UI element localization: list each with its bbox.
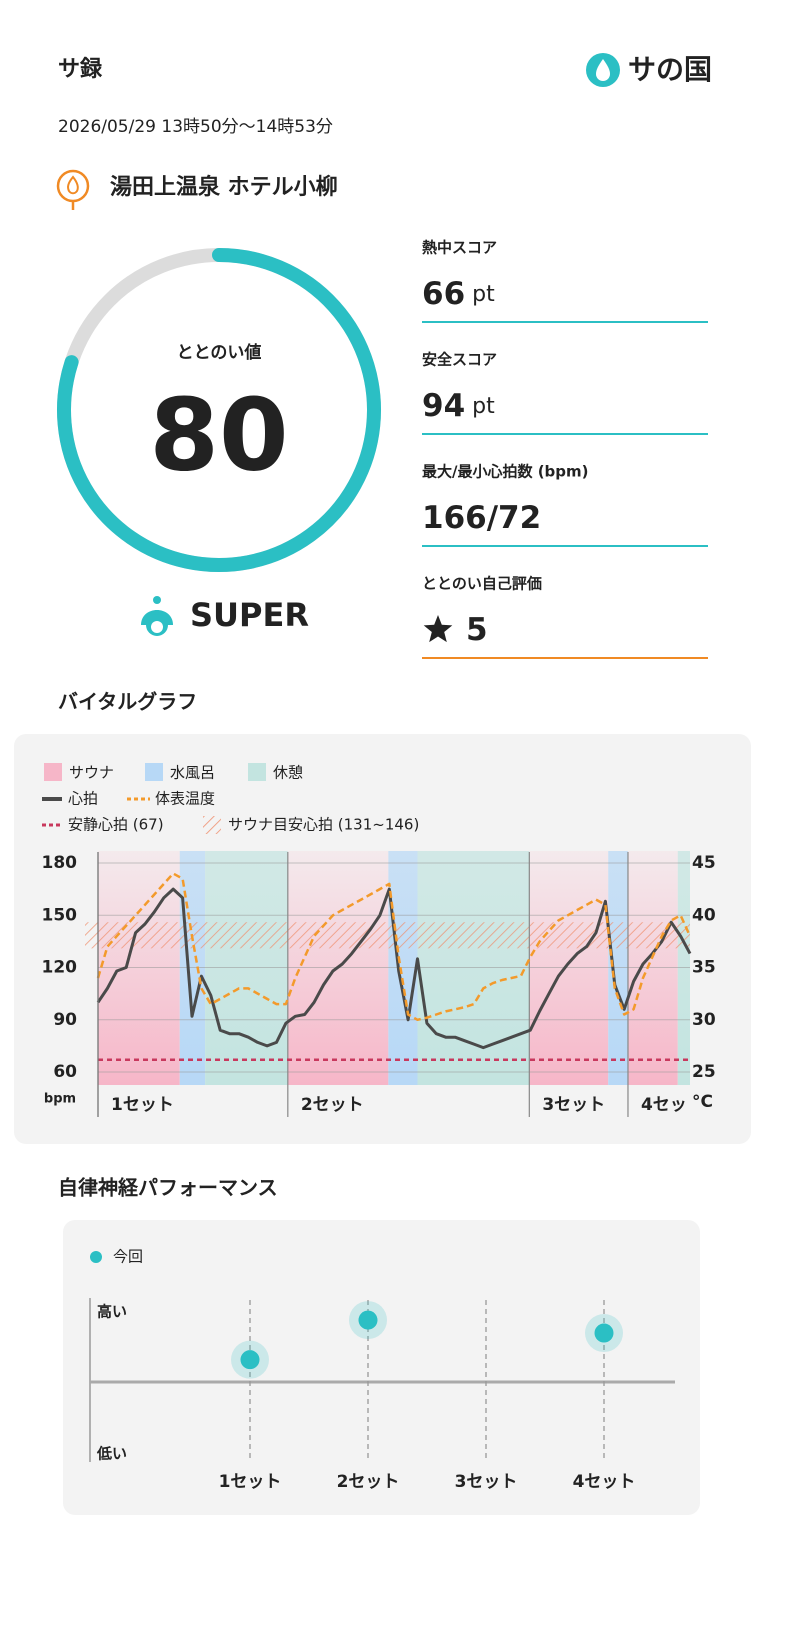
y2-tick-label: 45	[692, 853, 716, 873]
gauge-value: 80	[149, 376, 288, 493]
value-number: 5	[466, 612, 488, 648]
value-number: 94	[422, 388, 465, 424]
y-tick-label: 90	[53, 1010, 77, 1030]
value-unit: pt	[472, 282, 495, 307]
point	[240, 1350, 260, 1370]
logo[interactable]: サの国	[586, 53, 712, 87]
legend-label: 体表温度	[155, 790, 215, 808]
y-tick-label: 150	[42, 905, 78, 925]
value-number: 166/72	[422, 500, 541, 536]
rank-icon	[141, 596, 173, 636]
score-value: 94 pt	[422, 388, 495, 424]
set-label: 4セット	[641, 1095, 704, 1115]
score-value: 5	[466, 612, 488, 648]
set-label: 1セット	[111, 1095, 174, 1115]
legend-label: 心拍	[68, 790, 98, 808]
legend-label: 今回	[113, 1248, 143, 1266]
session-datetime: 2026/05/29 13時50分〜14時53分	[58, 117, 333, 137]
x-tick-label: 1セット	[219, 1472, 282, 1492]
legend-dot	[90, 1251, 102, 1263]
y-tick-label: 180	[42, 853, 78, 873]
score-label: 最大/最小心拍数 (bpm)	[422, 463, 589, 481]
x-tick-label: 4セット	[573, 1472, 636, 1492]
score-value: 166/72	[422, 500, 541, 536]
legend-label: 水風呂	[170, 764, 215, 782]
value-unit: pt	[472, 394, 495, 419]
rank-label: SUPER	[190, 596, 309, 634]
legend-swatch	[44, 763, 62, 781]
app-title: サ録	[58, 57, 103, 82]
logo-text: サの国	[628, 53, 712, 86]
section-title: 自律神経パフォーマンス	[58, 1176, 278, 1200]
facility-name[interactable]: 湯田上温泉 ホテル小柳	[110, 174, 338, 200]
y-tick-label: 120	[42, 958, 78, 978]
legend-label: 休憩	[273, 764, 303, 782]
legend-swatch	[248, 763, 266, 781]
legend-swatch	[145, 763, 163, 781]
score-label: 熱中スコア	[422, 239, 497, 257]
star-icon	[423, 615, 453, 643]
chart-panel	[63, 1220, 700, 1515]
score-label: ととのい自己評価	[422, 575, 542, 593]
score-label: 安全スコア	[422, 351, 497, 369]
y2-tick-label: 35	[692, 958, 716, 978]
gauge	[57, 248, 381, 572]
legend-label: 安静心拍 (67)	[68, 816, 164, 834]
legend-label: サウナ	[69, 764, 114, 782]
scores: 熱中スコア 66 pt 安全スコア 94 pt 最大/最小心拍数 (bpm) 166/72 とと…	[422, 239, 708, 659]
y-tick-label: 60	[53, 1062, 77, 1082]
y-unit: bpm	[44, 1092, 76, 1107]
series-line	[96, 872, 692, 1022]
gauge-arc	[57, 248, 381, 572]
y2-tick-label: 40	[692, 905, 716, 925]
section-title: バイタルグラフ	[58, 690, 197, 714]
facility-icon	[56, 169, 90, 210]
score-value: 66 pt	[422, 276, 495, 312]
y2-tick-label: 25	[692, 1062, 716, 1082]
set-label: 2セット	[301, 1095, 364, 1115]
y2-tick-label: 30	[692, 1010, 716, 1030]
legend-swatch	[203, 816, 221, 834]
logo-drop	[596, 59, 610, 81]
point	[358, 1310, 378, 1330]
value-number: 66	[422, 276, 465, 312]
gauge-label: ととのい値	[177, 342, 262, 363]
point	[594, 1323, 614, 1343]
x-tick-label: 2セット	[337, 1472, 400, 1492]
legend-label: サウナ目安心拍 (131~146)	[228, 816, 419, 834]
y-tick-label: 低い	[96, 1445, 127, 1463]
set-label: 3セット	[542, 1095, 605, 1115]
x-tick-label: 3セット	[455, 1472, 518, 1492]
y2-unit: °C	[692, 1092, 713, 1112]
y-tick-label: 高い	[97, 1303, 127, 1321]
